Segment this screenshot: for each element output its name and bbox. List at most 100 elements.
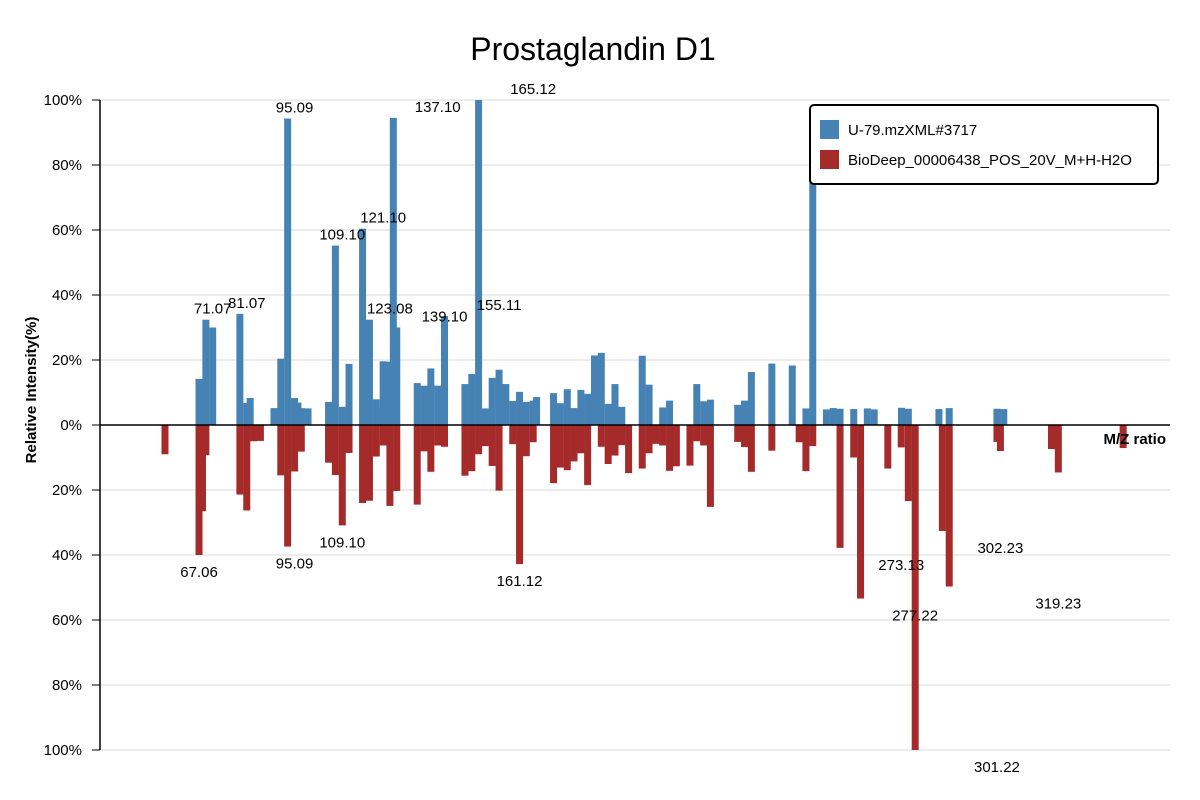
spectrum-bar-up xyxy=(509,400,517,425)
legend-swatch-reference xyxy=(820,150,839,169)
spectrum-bar-up xyxy=(788,365,796,425)
reference-spectrum-bars xyxy=(161,425,1127,750)
spectrum-bar-up xyxy=(325,401,333,425)
peak-label-down: 109.10 xyxy=(319,534,365,551)
spectrum-bar-down xyxy=(386,425,394,506)
legend-box xyxy=(809,104,1159,185)
spectrum-bar-up xyxy=(481,408,489,425)
x-axis-label: M/Z ratio xyxy=(1104,431,1167,448)
spectrum-bar-up xyxy=(659,407,667,425)
peak-label-up: 81.07 xyxy=(228,295,266,312)
spectrum-bar-down xyxy=(291,425,299,472)
y-tick-label: 40% xyxy=(52,287,82,304)
spectrum-bar-down xyxy=(202,425,210,456)
spectrum-bar-down xyxy=(597,425,605,447)
spectrum-bar-down xyxy=(359,425,367,503)
spectrum-bar-down xyxy=(413,425,421,505)
spectrum-bar-up xyxy=(331,245,339,425)
spectrum-bar-up xyxy=(904,408,912,425)
peak-label-up: 121.10 xyxy=(360,210,406,227)
spectrum-bar-up xyxy=(345,363,353,425)
spectrum-bar-down xyxy=(297,425,305,452)
spectrum-bar-down xyxy=(284,425,292,547)
spectrum-bar-down xyxy=(556,425,564,468)
spectrum-bar-down xyxy=(250,425,258,442)
peak-label-down: 273.13 xyxy=(878,557,924,574)
spectrum-bar-down xyxy=(277,425,285,476)
spectrum-bar-up xyxy=(365,319,373,425)
spectrum-bar-down xyxy=(577,425,585,454)
y-tick-label: 0% xyxy=(60,417,82,434)
peak-label-down: 95.09 xyxy=(276,556,314,573)
spectrum-bar-down xyxy=(741,425,749,448)
spectrum-bar-up xyxy=(741,400,749,425)
peak-label-down: 302.23 xyxy=(977,540,1023,557)
spectrum-bar-up xyxy=(246,398,254,425)
spectrum-bar-down xyxy=(638,425,646,469)
spectrum-bar-down xyxy=(495,425,503,491)
spectrum-bar-up xyxy=(393,327,401,425)
spectrum-bar-down xyxy=(420,425,428,452)
spectrum-bar-down xyxy=(379,425,387,446)
spectrum-bar-down xyxy=(198,425,206,512)
spectrum-bar-down xyxy=(904,425,912,502)
y-tick-label: 20% xyxy=(52,352,82,369)
spectrum-bar-up xyxy=(863,408,871,425)
spectrum-bar-down xyxy=(345,425,353,453)
spectrum-bar-up xyxy=(829,408,837,425)
spectrum-bar-up xyxy=(297,408,305,425)
spectrum-bar-down xyxy=(488,425,496,466)
spectrum-bar-down xyxy=(618,425,626,446)
spectrum-bar-down xyxy=(850,425,858,458)
y-tick-label: 60% xyxy=(52,612,82,629)
y-tick-label: 100% xyxy=(44,92,82,109)
spectrum-bar-up xyxy=(550,393,558,425)
spectrum-bar-down xyxy=(434,425,442,446)
legend-label-query: U-79.mzXML#3717 xyxy=(848,122,977,139)
spectrum-bar-down xyxy=(938,425,946,531)
spectrum-bar-up xyxy=(747,372,755,425)
spectrum-bar-up xyxy=(389,117,397,425)
spectrum-bar-down xyxy=(1047,425,1055,450)
spectrum-bar-down xyxy=(625,425,633,474)
spectrum-bar-up xyxy=(638,355,646,425)
spectrum-bar-down xyxy=(243,425,251,511)
spectrum-bar-down xyxy=(550,425,558,484)
peak-label-up: 109.10 xyxy=(319,227,365,244)
spectrum-bar-down xyxy=(393,425,401,491)
spectrum-bar-up xyxy=(734,404,742,425)
spectrum-bar-up xyxy=(502,384,510,425)
spectrum-bar-up xyxy=(802,408,810,425)
spectrum-bar-down xyxy=(427,425,435,472)
spectrum-bar-down xyxy=(802,425,810,472)
spectrum-bar-up xyxy=(338,406,346,425)
spectrum-bar-down xyxy=(857,425,865,599)
spectrum-bar-up xyxy=(516,391,524,425)
legend: U-79.mzXML#3717 BioDeep_00006438_POS_20V… xyxy=(809,104,1159,185)
spectrum-bar-down xyxy=(325,425,333,463)
spectrum-bar-down xyxy=(516,425,524,565)
spectrum-bar-up xyxy=(836,408,844,425)
spectrum-bar-up xyxy=(533,397,541,425)
spectrum-bar-down xyxy=(911,425,919,750)
spectrum-bar-down xyxy=(611,425,619,456)
spectrum-bar-up xyxy=(570,408,578,425)
spectrum-bar-down xyxy=(372,425,380,457)
spectrum-bar-up xyxy=(427,368,435,425)
spectrum-bar-up xyxy=(284,118,292,426)
spectrum-bar-up xyxy=(270,408,278,425)
spectrum-bar-up xyxy=(441,316,449,425)
spectrum-bar-down xyxy=(700,425,708,446)
spectrum-bar-up xyxy=(468,373,476,425)
spectrum-bar-up xyxy=(597,352,605,425)
spectrum-bar-up xyxy=(645,384,653,425)
spectrum-bar-up xyxy=(420,385,428,425)
reference-peak-labels: 67.06 95.09 109.10 161.12 273.13 277.22 302.23… xyxy=(180,534,1081,776)
spectrum-bar-up xyxy=(945,408,953,425)
y-axis-label: Relative Intensity(%) xyxy=(23,317,40,464)
spectrum-bar-down xyxy=(331,425,339,476)
spectrum-bar-up xyxy=(822,409,830,425)
spectrum-bar-up xyxy=(604,403,612,425)
